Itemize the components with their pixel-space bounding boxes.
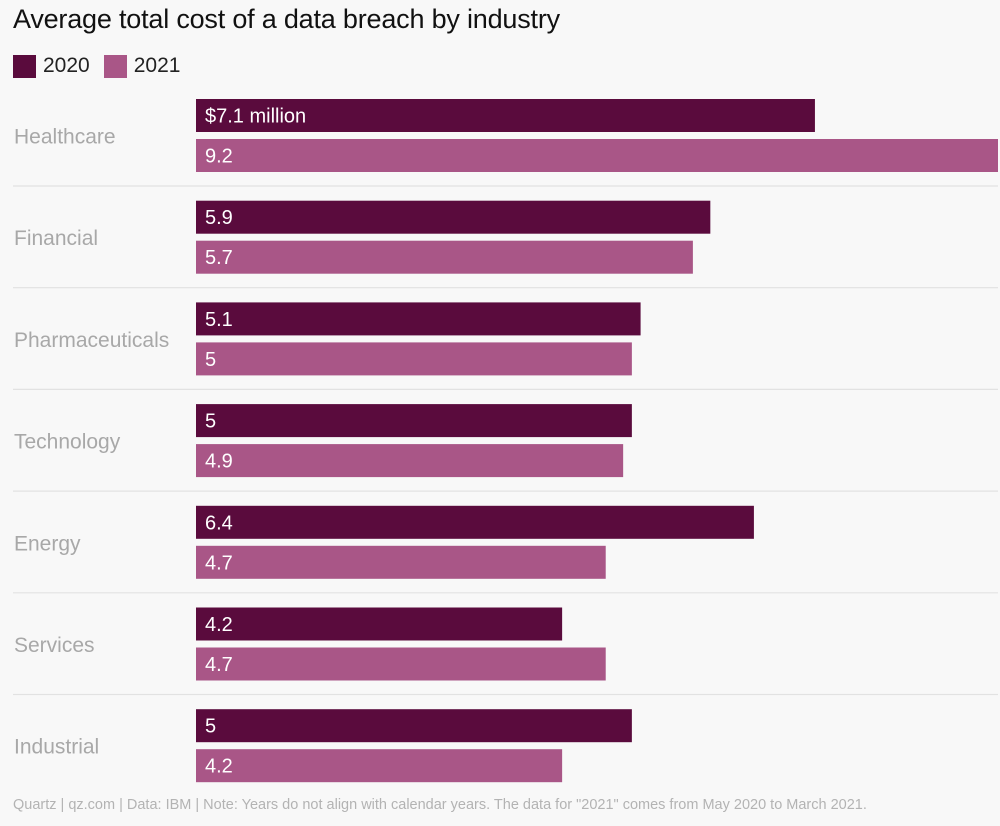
category-label-healthcare: Healthcare <box>14 126 116 149</box>
category-group-industrial: Industrial 5 4.2 <box>14 709 632 783</box>
chart-footer: Quartz | qz.com | Data: IBM | Note: Year… <box>13 797 867 813</box>
bar-technology-2021 <box>196 444 624 478</box>
data-label-services-2021: 4.7 <box>205 654 233 676</box>
legend-item-2021: 2021 <box>103 54 181 78</box>
data-label-energy-2021: 4.7 <box>205 552 233 574</box>
category-group-energy: Energy 6.4 4.7 <box>13 505 998 594</box>
bar-services-2021 <box>196 647 606 681</box>
data-label-pharmaceuticals-2021: 5 <box>205 349 216 371</box>
chart-title: Average total cost of a data breach by i… <box>13 4 560 34</box>
bar-industrial-2021 <box>196 749 563 783</box>
bar-industrial-2020 <box>196 709 632 743</box>
category-label-energy: Energy <box>14 532 81 555</box>
category-label-technology: Technology <box>14 431 121 454</box>
data-label-healthcare-2020: $7.1 million <box>205 106 306 128</box>
legend: 2020 2021 <box>13 54 194 78</box>
bar-healthcare-2021 <box>196 139 998 172</box>
bar-financial-2021 <box>196 240 693 274</box>
data-label-technology-2020: 5 <box>205 411 216 433</box>
data-label-industrial-2020: 5 <box>205 716 216 738</box>
data-label-industrial-2021: 4.2 <box>205 756 233 778</box>
legend-label-2020: 2020 <box>43 54 90 77</box>
data-label-pharmaceuticals-2020: 5.1 <box>205 309 233 331</box>
data-label-technology-2021: 4.9 <box>205 451 233 473</box>
category-group-pharmaceuticals: Pharmaceuticals 5.1 5 <box>13 302 998 390</box>
category-group-healthcare: Healthcare $7.1 million 9.2 <box>13 99 998 187</box>
bar-financial-2020 <box>196 200 711 234</box>
category-label-industrial: Industrial <box>14 736 99 759</box>
category-group-services: Services 4.2 4.7 <box>13 607 998 696</box>
legend-swatch-2021 <box>103 54 127 78</box>
bar-pharmaceuticals-2020 <box>196 302 641 336</box>
category-label-pharmaceuticals: Pharmaceuticals <box>14 329 169 352</box>
legend-swatch-2020 <box>13 54 36 78</box>
bar-technology-2020 <box>196 404 632 438</box>
data-label-financial-2020: 5.9 <box>205 207 233 229</box>
data-label-services-2020: 4.2 <box>205 614 233 636</box>
legend-label-2021: 2021 <box>133 54 181 77</box>
category-label-services: Services <box>14 634 95 657</box>
data-label-financial-2021: 5.7 <box>205 247 233 269</box>
bar-services-2020 <box>196 607 563 641</box>
data-label-healthcare-2021: 9.2 <box>205 146 233 168</box>
bar-pharmaceuticals-2021 <box>196 342 632 376</box>
bar-energy-2021 <box>196 545 606 579</box>
bar-healthcare-2020 <box>196 99 815 132</box>
data-label-energy-2020: 6.4 <box>205 512 233 534</box>
category-group-financial: Financial 5.9 5.7 <box>13 200 998 289</box>
legend-item-2020: 2020 <box>13 54 90 78</box>
bar-energy-2020 <box>196 505 754 539</box>
category-label-financial: Financial <box>14 227 98 250</box>
category-group-technology: Technology 5 4.9 <box>13 404 998 492</box>
